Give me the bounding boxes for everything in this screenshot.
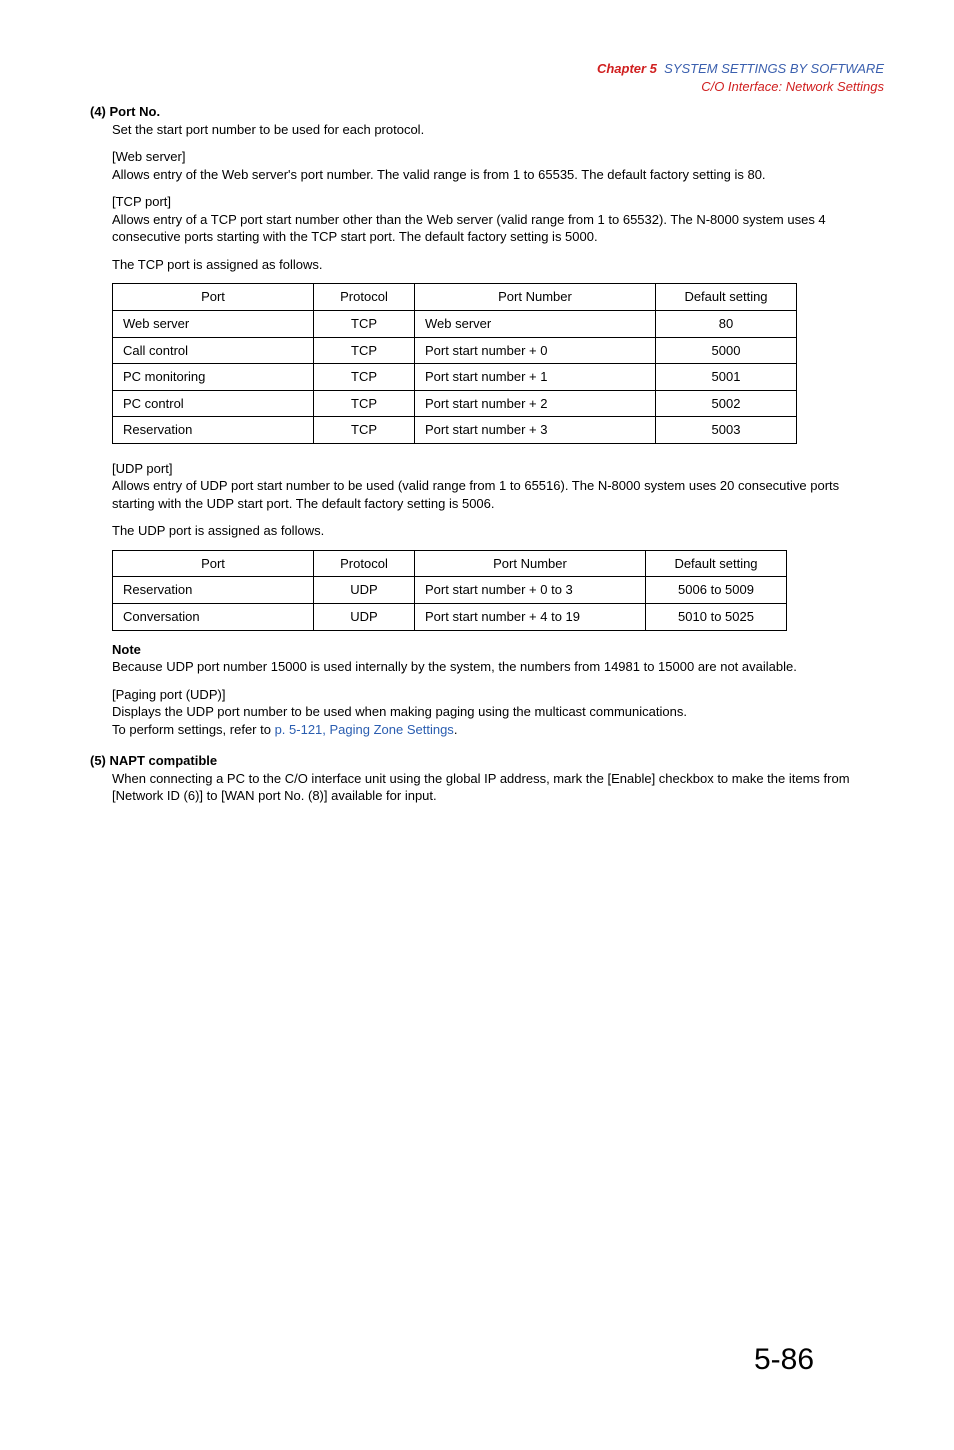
- table-cell: Port start number + 4 to 19: [415, 604, 646, 631]
- udp-assigned-text: The UDP port is assigned as follows.: [112, 522, 884, 540]
- table-cell: Web server: [113, 311, 314, 338]
- chapter-label: Chapter 5: [597, 61, 657, 76]
- body-content: (4) Port No. Set the start port number t…: [112, 103, 884, 805]
- table-cell: TCP: [314, 390, 415, 417]
- table-header: Protocol: [314, 284, 415, 311]
- table-cell: Port start number + 0: [415, 337, 656, 364]
- table-cell: UDP: [314, 577, 415, 604]
- table-cell: TCP: [314, 337, 415, 364]
- chapter-header: Chapter 5 SYSTEM SETTINGS BY SOFTWARE C/…: [90, 60, 884, 95]
- table-cell: Port start number + 2: [415, 390, 656, 417]
- note-label: Note: [112, 641, 884, 659]
- tcp-port-label: [TCP port]: [112, 193, 884, 211]
- table-cell: Port start number + 1: [415, 364, 656, 391]
- table-header: Default setting: [656, 284, 797, 311]
- table-header: Port Number: [415, 550, 646, 577]
- table-row: PC controlTCPPort start number + 25002: [113, 390, 797, 417]
- paging-port-text: Displays the UDP port number to be used …: [112, 703, 884, 721]
- table-cell: Port start number + 0 to 3: [415, 577, 646, 604]
- page-number: 5-86: [754, 1340, 814, 1381]
- tcp-port-text: Allows entry of a TCP port start number …: [112, 211, 884, 246]
- table-row: Call controlTCPPort start number + 05000: [113, 337, 797, 364]
- udp-port-table: PortProtocolPort NumberDefault settingRe…: [112, 550, 787, 631]
- table-cell: 5000: [656, 337, 797, 364]
- table-cell: Reservation: [113, 417, 314, 444]
- table-cell: 5001: [656, 364, 797, 391]
- tcp-port-table: PortProtocolPort NumberDefault settingWe…: [112, 283, 797, 443]
- table-cell: Web server: [415, 311, 656, 338]
- table-cell: PC monitoring: [113, 364, 314, 391]
- table-row: Web serverTCPWeb server80: [113, 311, 797, 338]
- table-cell: PC control: [113, 390, 314, 417]
- table-cell: Reservation: [113, 577, 314, 604]
- paging-ref-suffix: .: [454, 722, 458, 737]
- chapter-title: SYSTEM SETTINGS BY SOFTWARE: [664, 61, 884, 76]
- section4-intro: Set the start port number to be used for…: [112, 121, 884, 139]
- table-row: ReservationTCPPort start number + 35003: [113, 417, 797, 444]
- table-header: Port Number: [415, 284, 656, 311]
- paging-port-label: [Paging port (UDP)]: [112, 686, 884, 704]
- note-text: Because UDP port number 15000 is used in…: [112, 658, 884, 676]
- table-cell: 5003: [656, 417, 797, 444]
- web-server-label: [Web server]: [112, 148, 884, 166]
- section5-heading: (5) NAPT compatible: [90, 752, 884, 770]
- paging-ref-line: To perform settings, refer to p. 5-121, …: [112, 721, 884, 739]
- chapter-subtitle: C/O Interface: Network Settings: [701, 79, 884, 94]
- table-cell: TCP: [314, 417, 415, 444]
- udp-port-text: Allows entry of UDP port start number to…: [112, 477, 884, 512]
- tcp-assigned-text: The TCP port is assigned as follows.: [112, 256, 884, 274]
- table-cell: TCP: [314, 311, 415, 338]
- table-cell: Call control: [113, 337, 314, 364]
- page-container: Chapter 5 SYSTEM SETTINGS BY SOFTWARE C/…: [90, 60, 884, 1410]
- table-row: ConversationUDPPort start number + 4 to …: [113, 604, 787, 631]
- table-cell: 5006 to 5009: [646, 577, 787, 604]
- paging-zone-link[interactable]: p. 5-121, Paging Zone Settings: [275, 722, 454, 737]
- table-header: Port: [113, 284, 314, 311]
- web-server-text: Allows entry of the Web server's port nu…: [112, 166, 884, 184]
- table-header: Port: [113, 550, 314, 577]
- table-row: PC monitoringTCPPort start number + 1500…: [113, 364, 797, 391]
- section5-text: When connecting a PC to the C/O interfac…: [112, 770, 884, 805]
- table-cell: 80: [656, 311, 797, 338]
- table-header: Protocol: [314, 550, 415, 577]
- table-header: Default setting: [646, 550, 787, 577]
- paging-ref-prefix: To perform settings, refer to: [112, 722, 275, 737]
- table-cell: 5002: [656, 390, 797, 417]
- table-cell: Port start number + 3: [415, 417, 656, 444]
- table-cell: Conversation: [113, 604, 314, 631]
- table-cell: UDP: [314, 604, 415, 631]
- table-cell: 5010 to 5025: [646, 604, 787, 631]
- table-cell: TCP: [314, 364, 415, 391]
- section4-heading: (4) Port No.: [90, 103, 884, 121]
- table-row: ReservationUDPPort start number + 0 to 3…: [113, 577, 787, 604]
- udp-port-label: [UDP port]: [112, 460, 884, 478]
